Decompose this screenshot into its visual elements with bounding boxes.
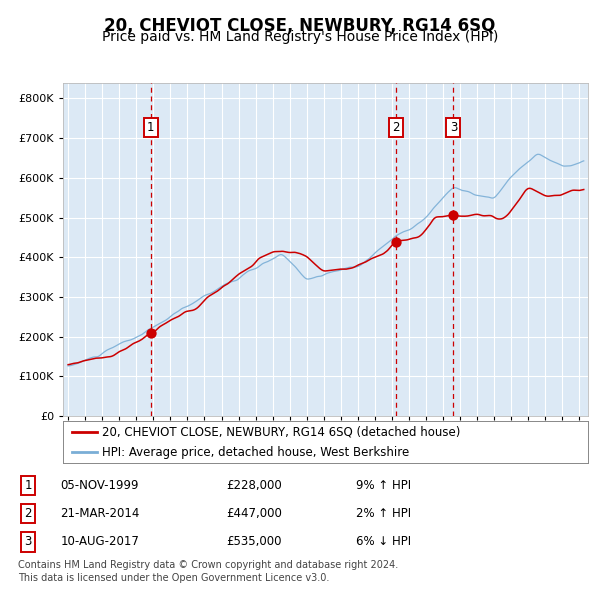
Text: Contains HM Land Registry data © Crown copyright and database right 2024.: Contains HM Land Registry data © Crown c… xyxy=(18,560,398,571)
Text: 10-AUG-2017: 10-AUG-2017 xyxy=(60,535,139,548)
Text: 6% ↓ HPI: 6% ↓ HPI xyxy=(356,535,412,548)
Text: 2: 2 xyxy=(25,507,32,520)
Text: 2: 2 xyxy=(392,121,400,134)
Text: 21-MAR-2014: 21-MAR-2014 xyxy=(60,507,140,520)
Text: This data is licensed under the Open Government Licence v3.0.: This data is licensed under the Open Gov… xyxy=(18,573,329,584)
Text: Price paid vs. HM Land Registry's House Price Index (HPI): Price paid vs. HM Land Registry's House … xyxy=(102,30,498,44)
Point xyxy=(449,211,458,220)
Text: 2% ↑ HPI: 2% ↑ HPI xyxy=(356,507,412,520)
Text: £228,000: £228,000 xyxy=(227,479,283,492)
Text: 1: 1 xyxy=(147,121,155,134)
Point xyxy=(391,238,401,247)
Text: 20, CHEVIOT CLOSE, NEWBURY, RG14 6SQ (detached house): 20, CHEVIOT CLOSE, NEWBURY, RG14 6SQ (de… xyxy=(103,425,461,438)
Text: £447,000: £447,000 xyxy=(227,507,283,520)
Text: 1: 1 xyxy=(25,479,32,492)
Text: 05-NOV-1999: 05-NOV-1999 xyxy=(60,479,139,492)
Text: 3: 3 xyxy=(450,121,457,134)
Text: 20, CHEVIOT CLOSE, NEWBURY, RG14 6SQ: 20, CHEVIOT CLOSE, NEWBURY, RG14 6SQ xyxy=(104,17,496,35)
Text: £535,000: £535,000 xyxy=(227,535,282,548)
Point xyxy=(146,329,155,338)
Text: 9% ↑ HPI: 9% ↑ HPI xyxy=(356,479,412,492)
Text: 3: 3 xyxy=(25,535,32,548)
Text: HPI: Average price, detached house, West Berkshire: HPI: Average price, detached house, West… xyxy=(103,445,410,458)
